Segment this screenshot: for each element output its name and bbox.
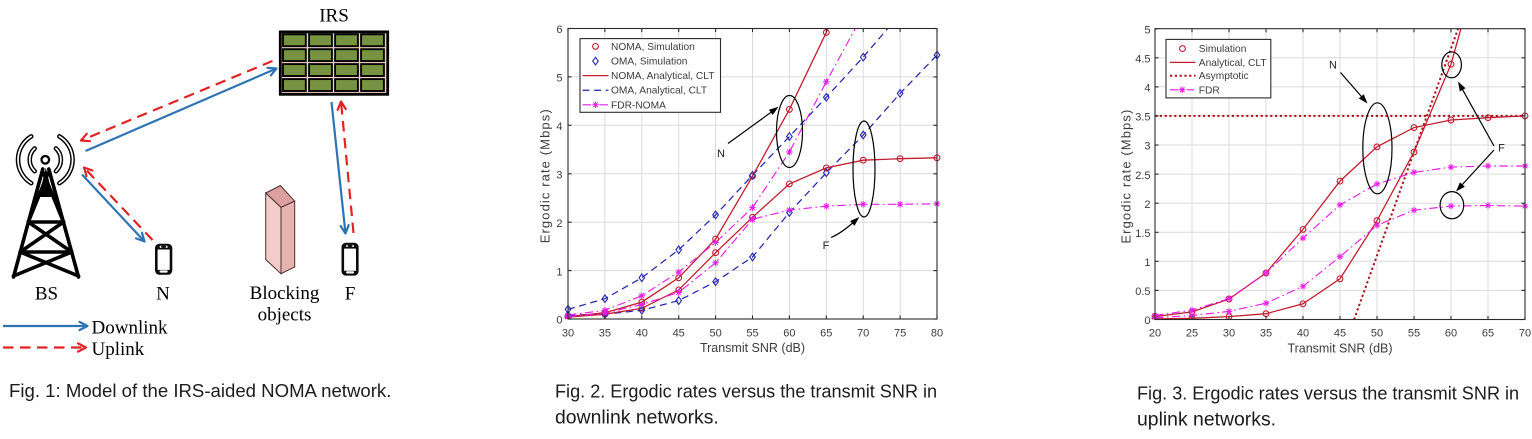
svg-text:0: 0 (556, 315, 562, 327)
svg-text:25: 25 (1186, 328, 1198, 340)
svg-text:50: 50 (709, 327, 721, 339)
svg-text:NOMA, Analytical, CLT: NOMA, Analytical, CLT (611, 71, 714, 82)
svg-text:60: 60 (783, 327, 795, 339)
svg-text:IRS: IRS (319, 6, 349, 27)
svg-text:35: 35 (1260, 328, 1272, 340)
svg-text:uplink networks.: uplink networks. (1137, 409, 1276, 431)
svg-text:Fig. 2. Ergodic rates versus t: Fig. 2. Ergodic rates versus the transmi… (555, 382, 937, 402)
svg-text:N: N (717, 148, 725, 160)
svg-text:F: F (823, 240, 830, 252)
svg-text:downlink networks.: downlink networks. (555, 407, 719, 429)
svg-text:70: 70 (1519, 328, 1531, 340)
svg-text:Uplink: Uplink (92, 339, 145, 360)
svg-text:4.5: 4.5 (1135, 53, 1150, 65)
svg-text:0: 0 (1144, 315, 1150, 327)
svg-text:3: 3 (556, 169, 562, 181)
svg-text:FDR: FDR (1199, 85, 1220, 96)
svg-text:2.5: 2.5 (1135, 170, 1150, 182)
svg-text:0.5: 0.5 (1135, 286, 1150, 298)
svg-text:80: 80 (931, 327, 943, 339)
svg-text:OMA, Simulation: OMA, Simulation (611, 57, 687, 68)
svg-text:2: 2 (1144, 199, 1150, 211)
svg-text:65: 65 (1482, 328, 1494, 340)
svg-text:Transmit SNR (dB): Transmit SNR (dB) (700, 341, 805, 355)
svg-text:2: 2 (556, 218, 562, 230)
svg-text:F: F (1498, 143, 1505, 155)
svg-text:F: F (345, 284, 356, 305)
svg-text:40: 40 (1297, 328, 1309, 340)
svg-text:Simulation: Simulation (1199, 44, 1247, 55)
svg-text:Analytical, CLT: Analytical, CLT (1199, 58, 1267, 69)
svg-text:1: 1 (556, 266, 562, 278)
svg-text:Asymptotic: Asymptotic (1199, 71, 1249, 82)
svg-text:Downlink: Downlink (92, 318, 169, 339)
svg-text:NOMA, Simulation: NOMA, Simulation (611, 42, 695, 53)
svg-text:Blocking: Blocking (250, 283, 320, 304)
svg-text:30: 30 (562, 327, 574, 339)
svg-text:50: 50 (1371, 328, 1383, 340)
svg-text:6: 6 (556, 24, 562, 36)
svg-text:55: 55 (746, 327, 758, 339)
svg-text:N: N (156, 284, 170, 305)
svg-text:35: 35 (599, 327, 611, 339)
svg-text:1.5: 1.5 (1135, 228, 1150, 240)
svg-text:45: 45 (1334, 328, 1346, 340)
svg-text:60: 60 (1445, 328, 1457, 340)
svg-text:Ergodic rate (Mbps): Ergodic rate (Mbps) (538, 108, 553, 243)
svg-text:75: 75 (894, 327, 906, 339)
svg-text:55: 55 (1408, 328, 1420, 340)
svg-text:BS: BS (35, 284, 58, 305)
svg-text:objects: objects (258, 305, 312, 326)
svg-text:3: 3 (1144, 141, 1150, 153)
svg-text:4: 4 (556, 121, 562, 133)
svg-text:4: 4 (1144, 83, 1150, 95)
svg-text:Fig. 1: Model of the IRS-aided: Fig. 1: Model of the IRS-aided NOMA netw… (9, 380, 391, 401)
svg-text:FDR-NOMA: FDR-NOMA (611, 100, 666, 111)
svg-text:65: 65 (820, 327, 832, 339)
svg-text:40: 40 (636, 327, 648, 339)
svg-text:5: 5 (556, 73, 562, 85)
svg-text:OMA, Analytical, CLT: OMA, Analytical, CLT (611, 86, 707, 97)
svg-text:20: 20 (1149, 328, 1161, 340)
svg-text:30: 30 (1223, 328, 1235, 340)
svg-text:70: 70 (857, 327, 869, 339)
svg-text:5: 5 (1144, 24, 1150, 36)
svg-text:1: 1 (1144, 257, 1150, 269)
svg-text:N: N (1329, 60, 1337, 72)
svg-text:45: 45 (673, 327, 685, 339)
svg-text:Transmit SNR (dB): Transmit SNR (dB) (1287, 342, 1392, 356)
svg-text:Fig. 3. Ergodic rates versus t: Fig. 3. Ergodic rates versus the transmi… (1137, 384, 1519, 404)
svg-text:Ergodic rate (Mbps): Ergodic rate (Mbps) (1119, 109, 1134, 244)
svg-text:3.5: 3.5 (1135, 112, 1150, 124)
